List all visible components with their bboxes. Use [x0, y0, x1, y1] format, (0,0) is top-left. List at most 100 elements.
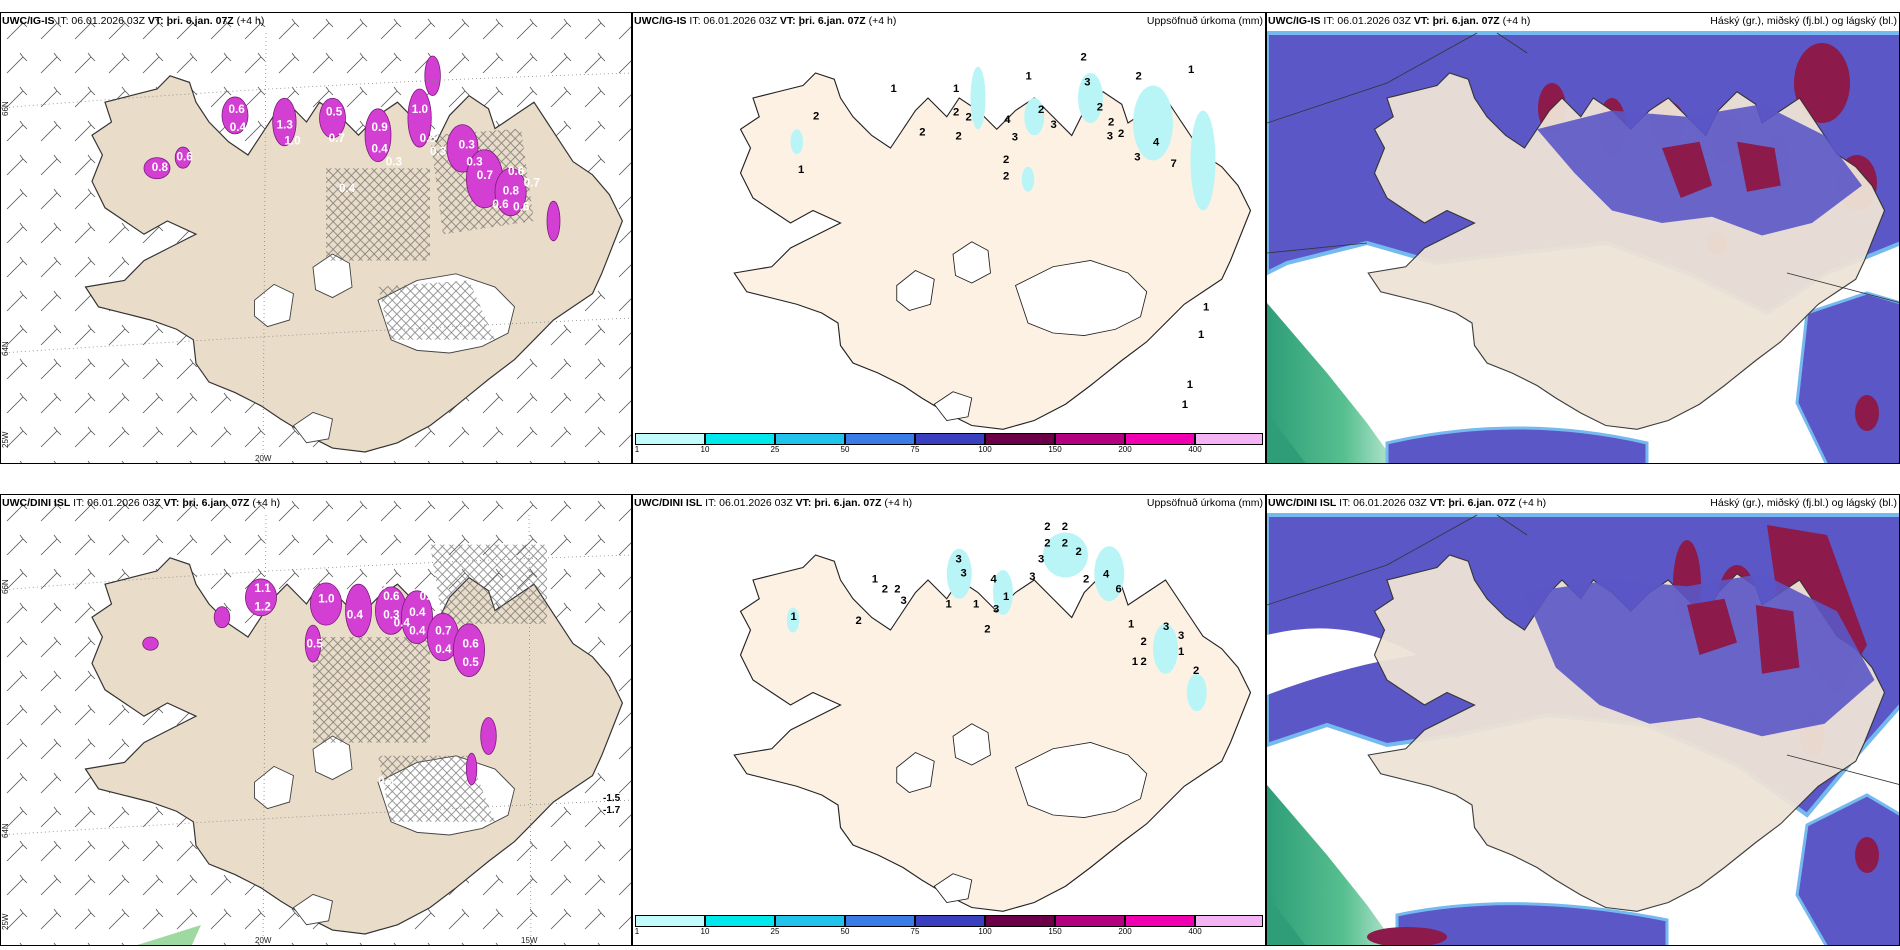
svg-text:3: 3 — [1084, 77, 1090, 89]
svg-text:2: 2 — [813, 110, 819, 122]
svg-text:1: 1 — [1203, 302, 1209, 314]
svg-text:2: 2 — [882, 584, 888, 596]
svg-text:1: 1 — [1188, 64, 1194, 76]
svg-text:0.5: 0.5 — [462, 656, 479, 669]
svg-text:0.4: 0.4 — [409, 606, 426, 619]
svg-text:0.6: 0.6 — [513, 200, 530, 213]
svg-text:1: 1 — [1198, 329, 1204, 341]
svg-text:1: 1 — [872, 574, 878, 586]
svg-text:7: 7 — [1171, 158, 1177, 170]
svg-text:6: 6 — [1116, 584, 1122, 596]
svg-text:0.7: 0.7 — [477, 169, 494, 182]
svg-text:0.8: 0.8 — [152, 161, 169, 174]
svg-text:2: 2 — [1044, 521, 1050, 533]
svg-text:2: 2 — [1003, 170, 1009, 182]
precip-panel-dini: UWC/DINI ISL IT: 06.01.2026 03Z VT: þri.… — [632, 494, 1266, 946]
svg-text:0.3: 0.3 — [378, 775, 395, 788]
svg-text:4: 4 — [1004, 114, 1011, 126]
svg-text:1: 1 — [973, 599, 979, 611]
svg-text:4: 4 — [1153, 137, 1160, 149]
svg-text:0.3: 0.3 — [383, 608, 400, 621]
svg-text:66N: 66N — [1, 579, 10, 594]
svg-text:2: 2 — [1083, 574, 1089, 586]
svg-text:3: 3 — [1029, 571, 1035, 583]
panel-title: UWC/DINI ISL IT: 06.01.2026 03Z VT: þri.… — [2, 497, 281, 509]
panel-title: UWC/DINI ISL IT: 06.01.2026 03Z VT: þri.… — [1268, 497, 1547, 509]
panel-title: UWC/DINI ISL IT: 06.01.2026 03Z VT: þri.… — [634, 497, 913, 509]
svg-text:2: 2 — [919, 127, 925, 139]
svg-text:2: 2 — [966, 112, 972, 124]
svg-text:3: 3 — [1178, 630, 1184, 642]
precip-colorbar: 1 10 25 50 75 100 150 200 400 — [635, 915, 1263, 936]
precip-map: 1 2 2 3 1 2 3 3 4 3 1 1 2 3 2 2 2 2 2 3 — [733, 521, 1252, 912]
svg-text:0.5: 0.5 — [326, 105, 343, 118]
panel-subtitle: Uppsöfnuð úrkoma (mm) — [1146, 15, 1263, 27]
svg-text:1: 1 — [1128, 619, 1134, 631]
svg-text:2: 2 — [1118, 128, 1124, 140]
svg-text:3: 3 — [901, 595, 907, 607]
svg-text:2: 2 — [894, 584, 900, 596]
svg-text:3: 3 — [1038, 554, 1044, 566]
svg-text:0.4: 0.4 — [347, 608, 364, 621]
panel-title: UWC/IG-IS IT: 06.01.2026 03Z VT: þri. 6.… — [2, 15, 265, 27]
svg-text:20W: 20W — [255, 936, 272, 945]
svg-text:2: 2 — [1193, 665, 1199, 677]
svg-text:0.7: 0.7 — [329, 132, 346, 145]
svg-text:1: 1 — [946, 599, 952, 611]
svg-text:0.3: 0.3 — [430, 145, 447, 158]
svg-text:1: 1 — [1187, 379, 1193, 391]
svg-text:4: 4 — [1103, 569, 1110, 581]
svg-text:1.3: 1.3 — [277, 119, 294, 132]
svg-text:2: 2 — [1062, 521, 1068, 533]
cloud-map — [1267, 513, 1899, 945]
svg-text:3: 3 — [1012, 132, 1018, 144]
svg-text:0.4: 0.4 — [435, 643, 452, 656]
svg-text:1: 1 — [953, 83, 959, 95]
svg-text:2: 2 — [1136, 70, 1142, 82]
panel-title: UWC/IG-IS IT: 06.01.2026 03Z VT: þri. 6.… — [1268, 15, 1531, 27]
svg-text:2: 2 — [1097, 102, 1103, 114]
svg-text:3: 3 — [1051, 119, 1057, 131]
svg-text:3: 3 — [1107, 130, 1113, 142]
svg-text:2: 2 — [1081, 52, 1087, 64]
svg-text:0.4: 0.4 — [372, 142, 389, 155]
svg-text:2: 2 — [1141, 636, 1147, 648]
svg-text:0.5: 0.5 — [307, 637, 324, 650]
svg-text:1: 1 — [1026, 70, 1032, 82]
cloud-panel-dini: UWC/DINI ISL IT: 06.01.2026 03Z VT: þri.… — [1266, 494, 1900, 946]
svg-text:3: 3 — [961, 567, 967, 579]
precip-map: 1 1 2 2 2 2 1 4 3 2 3 2 3 2 2 2 3 3 4 7 — [733, 52, 1252, 430]
svg-text:0.8: 0.8 — [503, 185, 520, 198]
svg-text:0.6: 0.6 — [228, 103, 245, 116]
precip-panel-ig: UWC/IG-IS IT: 06.01.2026 03Z VT: þri. 6.… — [632, 12, 1266, 464]
svg-text:0.6: 0.6 — [508, 165, 525, 178]
svg-text:0.4: 0.4 — [339, 182, 356, 195]
svg-text:1.0: 1.0 — [284, 134, 301, 147]
svg-text:3: 3 — [1163, 621, 1169, 633]
svg-text:-1.7: -1.7 — [603, 805, 621, 816]
svg-text:64N: 64N — [1, 341, 10, 356]
panel-subtitle: Háský (gr.), miðský (fj.bl.) og lágský (… — [1710, 497, 1897, 509]
panel-subtitle: Uppsöfnuð úrkoma (mm) — [1146, 497, 1263, 509]
svg-text:0.7: 0.7 — [435, 624, 452, 637]
svg-text:1: 1 — [791, 611, 797, 623]
svg-text:-1.5: -1.5 — [603, 793, 621, 804]
svg-text:1: 1 — [1132, 656, 1138, 668]
wind-panel-ig: UWC/IG-IS IT: 06.01.2026 03Z VT: þri. 6.… — [0, 12, 632, 464]
wind-map: 1.1 1.2 1.0 0.4 0.6 0.3 0.4 0.4 0.5 0.7 … — [1, 495, 631, 945]
svg-text:2: 2 — [1076, 546, 1082, 558]
svg-text:0.6: 0.6 — [462, 637, 479, 650]
svg-text:25W: 25W — [1, 913, 10, 930]
svg-text:2: 2 — [1108, 117, 1114, 129]
svg-text:2: 2 — [984, 624, 990, 636]
svg-text:0.9: 0.9 — [370, 579, 387, 592]
cloud-map — [1267, 31, 1899, 463]
panel-title: UWC/IG-IS IT: 06.01.2026 03Z VT: þri. 6.… — [634, 15, 897, 27]
svg-text:25W: 25W — [1, 431, 10, 448]
wind-map: 0.6 1.3 0.5 0.9 1.0 0.3 0.7 0.8 0.8 0.6 … — [1, 13, 631, 463]
svg-text:2: 2 — [1038, 104, 1044, 116]
svg-text:1: 1 — [1178, 646, 1184, 658]
svg-text:0.4: 0.4 — [230, 121, 247, 134]
svg-text:0.6: 0.6 — [383, 590, 400, 603]
svg-text:2: 2 — [1141, 656, 1147, 668]
